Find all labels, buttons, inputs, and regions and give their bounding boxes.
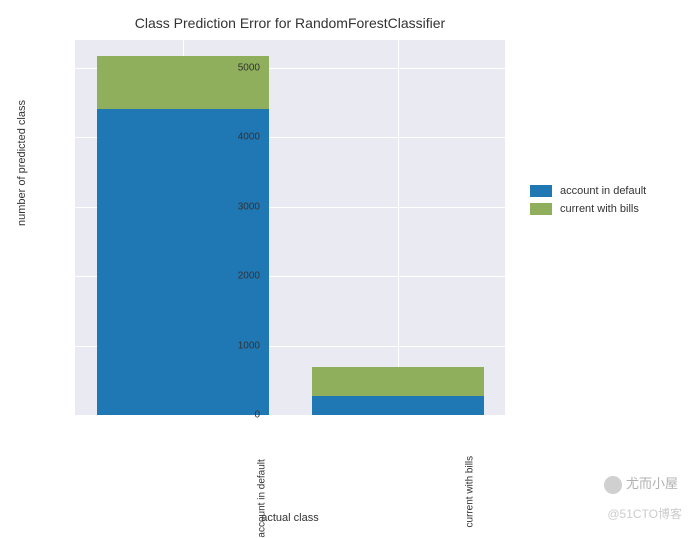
chart-title: Class Prediction Error for RandomForestC… [75,15,505,31]
legend-item: current with bills [530,203,646,215]
bar-segment [97,109,269,415]
legend-label: account in default [560,185,646,197]
grid-line [75,415,505,416]
x-tick-label: account in default [256,459,267,537]
plot-area [75,40,505,415]
bar-segment [312,396,484,415]
legend-swatch [530,203,552,215]
y-tick-label: 5000 [220,62,260,73]
x-axis-label: actual class [75,512,505,524]
y-tick-label: 4000 [220,132,260,143]
legend-label: current with bills [560,203,639,215]
watermark-author: 尤而小屋 [604,473,678,494]
chart-container: Class Prediction Error for RandomForestC… [75,15,505,415]
bar-segment [312,367,484,395]
legend-swatch [530,185,552,197]
y-tick-label: 3000 [220,201,260,212]
y-tick-label: 2000 [220,271,260,282]
legend: account in default current with bills [530,185,646,221]
y-tick-label: 1000 [220,340,260,351]
y-axis-label: number of predicted class [16,100,28,226]
y-tick-label: 0 [220,410,260,421]
grid-line [398,40,399,415]
x-tick-label: current with bills [464,456,475,528]
watermark-site: @51CTO博客 [607,505,682,522]
legend-item: account in default [530,185,646,197]
